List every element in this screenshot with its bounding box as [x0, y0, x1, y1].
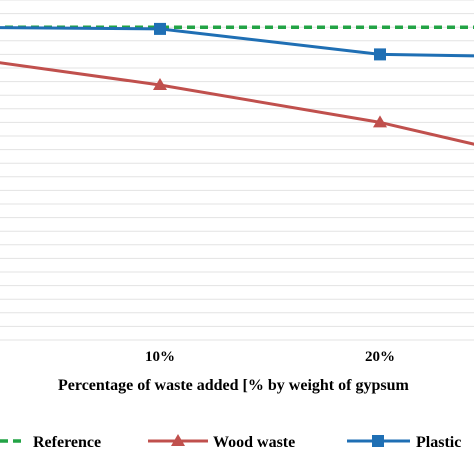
legend-label-wood-waste: Wood waste: [213, 434, 295, 451]
legend: Reference Wood waste Plastic: [0, 434, 461, 451]
series-line-wood-waste: [0, 61, 474, 146]
x-tick-label-20: 20%: [365, 349, 395, 365]
legend-marker-plastic: [372, 435, 384, 447]
x-tick-label-10: 10%: [145, 349, 175, 365]
data-point-wood-waste-10pct: [153, 78, 167, 90]
series-line-plastic: [0, 26, 474, 58]
legend-label-reference: Reference: [33, 434, 101, 451]
data-point-wood-waste-20pct: [373, 115, 387, 128]
data-point-plastic-20pct: [374, 48, 386, 61]
x-axis-title: Percentage of waste added [% by weight o…: [58, 377, 409, 394]
legend-label-plastic: Plastic: [416, 434, 461, 451]
data-point-plastic-10pct: [154, 22, 166, 35]
series-markers: [153, 22, 387, 128]
series-lines: [0, 25, 474, 146]
legend-marker-wood-waste: [171, 434, 185, 446]
gridlines: [0, 0, 474, 341]
